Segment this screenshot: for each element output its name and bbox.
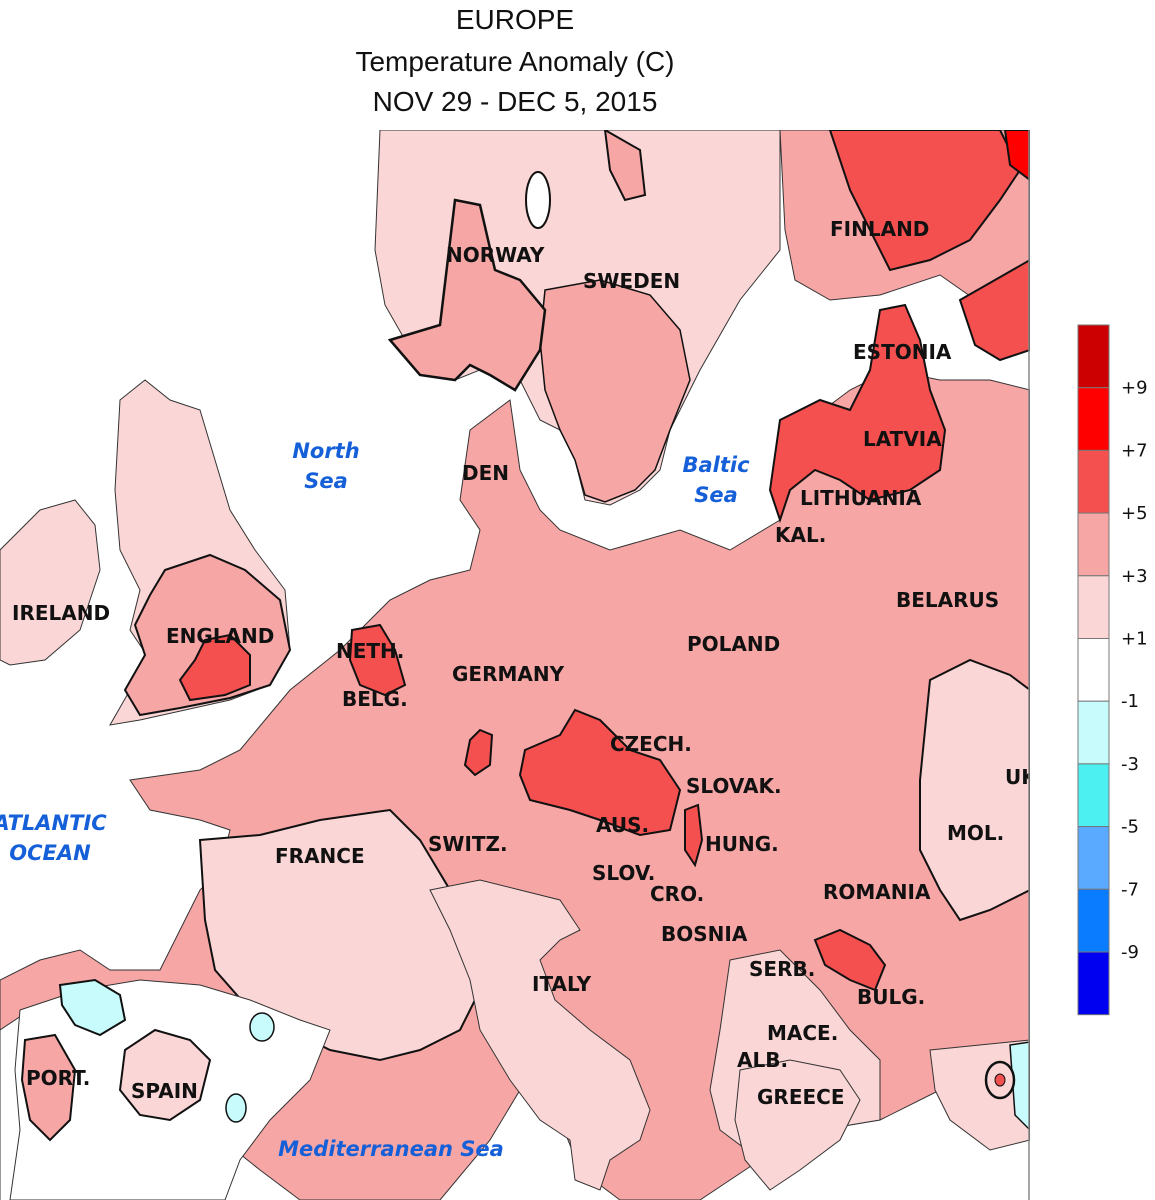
anomaly-germany-spot: [463, 728, 494, 777]
label-atlantic-2: OCEAN: [9, 841, 91, 865]
label-mediterranean: Mediterranean Sea: [278, 1137, 504, 1161]
label-germany: GERMANY: [452, 662, 565, 686]
land-ireland: [0, 499, 101, 666]
legend-swatch: [1077, 700, 1110, 765]
title-dates: NOV 29 - DEC 5, 2015: [372, 86, 658, 117]
warm-core-turkey: [994, 1073, 1006, 1087]
label-poland: POLAND: [687, 632, 780, 656]
legend-label: +5: [1121, 503, 1147, 524]
label-switz: SWITZ.: [428, 832, 508, 856]
legend-swatch: [1077, 324, 1110, 389]
anomaly-norway-north: [603, 130, 647, 202]
cold-spot-spain-east: [249, 1012, 275, 1042]
label-slov: SLOV.: [592, 861, 655, 885]
label-baltic-sea-2: Sea: [694, 483, 738, 507]
label-hung: HUNG.: [705, 832, 779, 856]
label-france: FRANCE: [275, 844, 365, 868]
label-port: PORT.: [26, 1066, 90, 1090]
label-spain: SPAIN: [131, 1079, 198, 1103]
label-czech: CZECH.: [610, 732, 692, 756]
label-norway: NORWAY: [446, 243, 545, 267]
label-mace: MACE.: [767, 1021, 838, 1045]
label-uk: UK: [1005, 765, 1030, 789]
label-bosnia: BOSNIA: [661, 922, 748, 946]
color-legend: +9 +7 +5 +3 +1 -1 -3 -5 -7 -9: [1077, 324, 1147, 1016]
land-greece: [734, 1059, 861, 1191]
legend-label: -7: [1121, 879, 1139, 900]
anomaly-spain-blob: [118, 1028, 212, 1122]
label-den: DEN: [462, 461, 509, 485]
legend-swatch: [1077, 826, 1110, 890]
label-mol: MOL.: [947, 821, 1004, 845]
label-aus: AUS.: [596, 813, 649, 837]
legend-label: +3: [1121, 566, 1147, 587]
cold-spot-norway: [525, 171, 551, 229]
legend-label: -1: [1121, 691, 1139, 712]
legend-label: +7: [1121, 440, 1147, 461]
anomaly-norway: [387, 198, 547, 392]
legend-swatch: [1077, 387, 1110, 451]
anomaly-sweden: [539, 279, 691, 503]
cold-spot-spain: [58, 978, 127, 1037]
anomaly-ukraine-light: [919, 658, 1030, 922]
title-variable: Temperature Anomaly (C): [355, 46, 675, 77]
cold-spot-iberia-south: [225, 1093, 247, 1123]
land-italy: [429, 879, 651, 1191]
label-alb: ALB.: [737, 1048, 788, 1072]
anomaly-hungary-spot: [684, 803, 704, 868]
label-greece: GREECE: [757, 1085, 844, 1109]
label-serb: SERB.: [749, 957, 815, 981]
label-slovak: SLOVAK.: [686, 774, 782, 798]
legend-label: +1: [1121, 629, 1147, 650]
anomaly-baltic-states: [768, 303, 947, 524]
label-belg: BELG.: [342, 687, 408, 711]
anomaly-neth-belg: [348, 623, 407, 697]
anomaly-map: NORWAY SWEDEN FINLAND ESTONIA LATVIA LIT…: [0, 130, 1030, 1200]
cold-spot-turkey: [1009, 1041, 1030, 1132]
anomaly-portugal: [20, 1033, 77, 1142]
label-north-sea-1: North: [292, 439, 359, 463]
label-kal: KAL.: [775, 523, 826, 547]
label-cro: CRO.: [650, 882, 704, 906]
legend-swatch: [1077, 888, 1110, 953]
label-ireland: IRELAND: [12, 601, 110, 625]
legend-swatch: [1077, 951, 1110, 1016]
label-estonia: ESTONIA: [853, 340, 952, 364]
anomaly-russia-strip: [958, 258, 1030, 362]
label-italy: ITALY: [532, 972, 592, 996]
label-belarus: BELARUS: [896, 588, 999, 612]
label-atlantic-1: ATLANTIC: [0, 811, 107, 835]
legend-swatch: [1077, 575, 1110, 640]
legend-label: -3: [1121, 754, 1139, 775]
legend-label: -9: [1121, 942, 1139, 963]
anomaly-finland-peak: [1003, 130, 1030, 182]
label-lithuania: LITHUANIA: [800, 486, 922, 510]
anomaly-england-warm: [178, 633, 251, 702]
label-finland: FINLAND: [830, 217, 929, 241]
label-neth: NETH.: [336, 639, 404, 663]
label-latvia: LATVIA: [863, 427, 942, 451]
legend-swatch: [1077, 512, 1110, 577]
legend-label: -5: [1121, 817, 1139, 838]
anomaly-bulgaria: [813, 928, 887, 992]
title-region: EUROPE: [455, 4, 575, 35]
legend-label: +9: [1121, 378, 1147, 399]
label-baltic-sea-1: Baltic: [682, 453, 750, 477]
legend-swatch: [1077, 763, 1110, 828]
legend-swatch: [1077, 638, 1110, 702]
label-north-sea-2: Sea: [304, 469, 348, 493]
legend-swatch: [1077, 449, 1110, 514]
label-bulg: BULG.: [857, 985, 925, 1009]
label-sweden: SWEDEN: [583, 269, 680, 293]
label-england: ENGLAND: [166, 624, 274, 648]
anomaly-czech-austria: [518, 708, 682, 837]
label-romania: ROMANIA: [823, 880, 931, 904]
